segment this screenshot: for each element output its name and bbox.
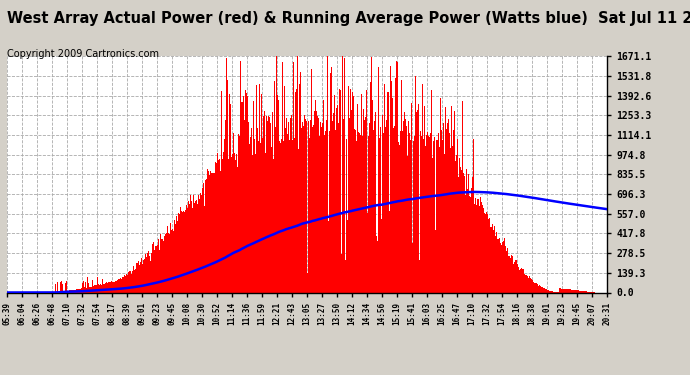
Text: Copyright 2009 Cartronics.com: Copyright 2009 Cartronics.com xyxy=(7,49,159,59)
Text: West Array Actual Power (red) & Running Average Power (Watts blue)  Sat Jul 11 2: West Array Actual Power (red) & Running … xyxy=(7,11,690,26)
